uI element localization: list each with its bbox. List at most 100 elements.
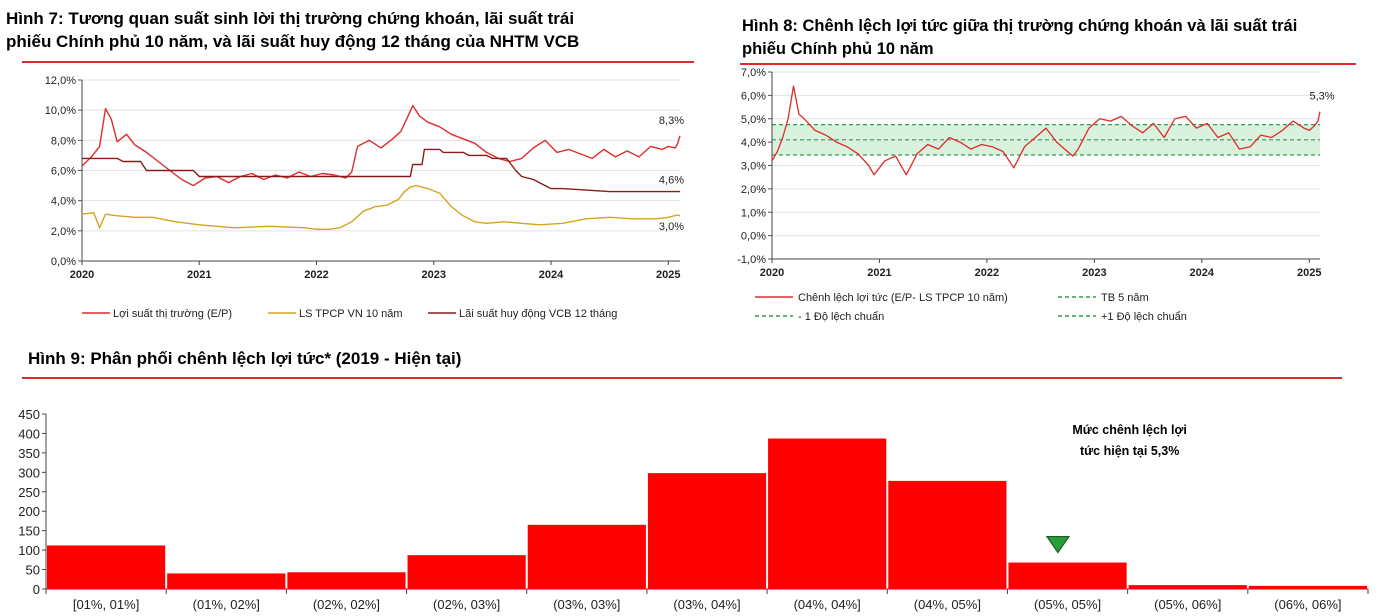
y-tick-label: 300 [18,465,40,480]
histogram-bar [527,524,646,589]
x-tick-label: 2023 [422,269,446,281]
x-tick-label: 2022 [304,269,328,281]
fig8-gridlines [772,71,1320,260]
fig9-chart: 0 50 100 150 200 250 300 350 400 450 [01%, 01%] (01… [18,407,1369,612]
x-tick-label: 2024 [539,269,564,281]
y-tick-label: 450 [18,407,40,422]
fig8-title-rule [740,63,1356,65]
end-label-spread: 5,3% [1309,91,1334,103]
fig8-title-line1: Hình 8: Chênh lệch lợi tức giữa thị trườ… [742,17,1298,35]
x-tick-label: 2025 [1297,267,1321,279]
y-tick-label: 8,0% [51,135,76,147]
fig9-annotation: Mức chênh lệch lợi tức hiện tại 5,3% [1045,423,1187,554]
y-tick-label: 10,0% [45,105,76,117]
histogram-bar [167,573,286,589]
fig7-end-labels: 8,3% 3,0% 4,6% [659,115,684,233]
x-tick-label: (05%, 06%] [1154,597,1221,612]
histogram-bar [287,572,406,589]
fig8-series [771,85,1321,176]
end-label-deposit: 4,6% [659,175,684,187]
fig7-title: Hình 7: Tương quan suất sinh lời thị trư… [6,7,696,53]
fig9-bars [47,438,1367,589]
y-tick-label: 5,0% [741,114,766,126]
histogram-bar [888,480,1007,589]
fig7-legend: Lợi suất thị trường (E/P) LS TPCP VN 10 n… [82,308,617,320]
fig8-axes: -1,0% 0,0% 1,0% 2,0% 3,0% 4,0% 5,0% 6,0% 7,0% 202… [737,67,1321,279]
y-tick-label: 6,0% [741,90,766,102]
y-tick-label: 250 [18,485,40,500]
y-tick-label: 150 [18,524,40,539]
series-line-spread [771,85,1321,176]
y-tick-label: 0,0% [51,256,76,268]
histogram-bar [1248,585,1367,589]
legend-label-deposit: Lãi suất huy động VCB 12 tháng [459,308,617,320]
x-tick-label: 2024 [1190,267,1215,279]
fig8-sd-band [772,123,1320,156]
x-tick-label: (03%, 04%] [673,597,740,612]
fig8-title-line2: phiếu Chính phủ 10 năm [742,40,934,58]
legend-label-bond: LS TPCP VN 10 năm [299,308,403,320]
fig7-gridlines [82,79,680,232]
x-tick-label: 2025 [656,269,680,281]
y-tick-label: 100 [18,543,40,558]
fig8-chart: -1,0% 0,0% 1,0% 2,0% 3,0% 4,0% 5,0% 6,0% 7,0% 202… [737,67,1335,323]
fig7-title-rule [22,61,694,63]
series-line-ep [81,104,681,187]
x-tick-label: 2023 [1082,267,1106,279]
legend-label-4: +1 Độ lệch chuẩn [1101,311,1187,323]
x-tick-label: (04%, 05%] [914,597,981,612]
y-tick-label: -1,0% [737,254,766,266]
histogram-bar [47,545,166,589]
x-tick-label: 2021 [187,269,211,281]
x-tick-label: (04%, 04%] [794,597,861,612]
current-spread-marker [1045,535,1071,554]
fig9-title: Hình 9: Phân phối chênh lệch lợi tức* (2… [28,349,462,368]
annotation-line1: Mức chênh lệch lợi [1072,423,1187,437]
fig7-title-line1: Hình 7: Tương quan suất sinh lời thị trư… [6,9,575,28]
end-label-bond: 3,0% [659,221,684,233]
fig7-title-line2: phiếu Chính phủ 10 năm, và lãi suất huy … [6,32,580,51]
x-tick-label: (05%, 05%] [1034,597,1101,612]
x-tick-label: 2021 [867,267,891,279]
end-label-ep: 8,3% [659,115,684,127]
histogram-bar [647,473,767,589]
y-tick-label: 0 [33,582,40,597]
histogram-bar [1008,562,1127,589]
legend-label-2: TB 5 năm [1101,292,1149,304]
x-tick-label: (02%, 03%] [433,597,500,612]
legend-label-ep: Lợi suất thị trường (E/P) [113,308,232,320]
y-tick-label: 6,0% [51,166,76,178]
fig8-end-labels: 5,3% [1309,91,1334,103]
x-tick-label: 2020 [760,267,784,279]
y-tick-label: 2,0% [51,226,76,238]
fig8-legend: Chênh lệch lợi tức (E/P- LS TPCP 10 năm)… [755,292,1187,323]
y-tick-label: 1,0% [741,207,766,219]
x-tick-label: [01%, 01%] [73,597,140,612]
y-tick-label: 400 [18,426,40,441]
annotation-line2: tức hiện tại 5,3% [1080,444,1179,458]
fig7-axes: 0,0% 2,0% 4,0% 6,0% 8,0% 10,0% 12,0% 2020 2021 20… [45,75,681,281]
y-tick-label: 50 [26,563,40,578]
legend-label-3: - 1 Độ lệch chuẩn [798,311,884,323]
y-tick-label: 4,0% [741,137,766,149]
x-tick-label: (03%, 03%] [553,597,620,612]
y-tick-label: 2,0% [741,184,766,196]
histogram-bar [768,438,887,589]
x-tick-label: (06%, 06%] [1274,597,1341,612]
series-line-deposit [82,148,680,193]
x-tick-label: 2020 [70,269,94,281]
fig8-title: Hình 8: Chênh lệch lợi tức giữa thị trườ… [742,15,1378,61]
fig9-title-rule [22,377,1342,379]
y-tick-label: 7,0% [741,67,766,79]
histogram-bar [407,555,526,589]
y-tick-label: 4,0% [51,196,76,208]
fig7-series [81,104,681,231]
y-tick-label: 3,0% [741,161,766,173]
y-tick-label: 12,0% [45,75,76,87]
y-tick-label: 200 [18,504,40,519]
y-tick-label: 0,0% [741,231,766,243]
x-tick-label: (01%, 02%] [193,597,260,612]
x-tick-label: (02%, 02%] [313,597,380,612]
y-tick-label: 350 [18,446,40,461]
x-tick-label: 2022 [975,267,999,279]
